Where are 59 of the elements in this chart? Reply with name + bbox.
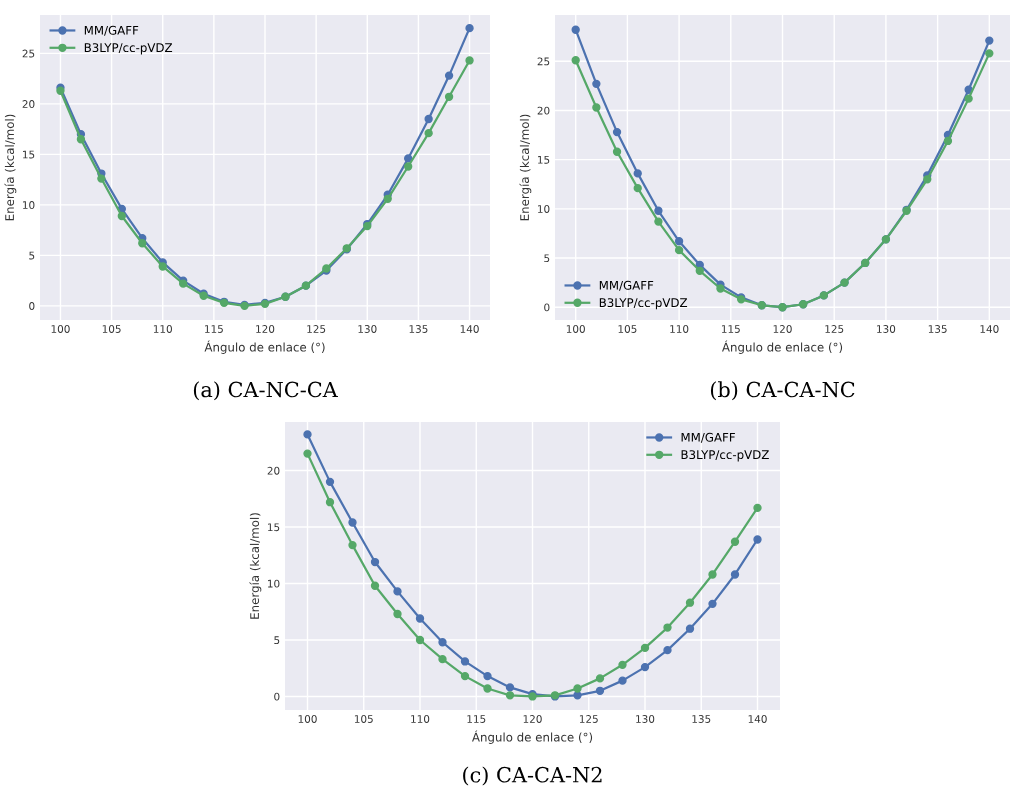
x-tick-label: 130 <box>358 325 377 333</box>
x-tick-label: 120 <box>256 325 275 333</box>
x-tick-label: 125 <box>825 325 844 333</box>
y-tick-label: 0 <box>544 303 550 312</box>
x-tick-label: 140 <box>748 715 767 723</box>
x-tick-label: 115 <box>467 715 486 723</box>
x-tick-label: 120 <box>773 325 792 333</box>
y-tick-label: 10 <box>268 579 280 588</box>
y-axis-title: Energía (kcal/mol) <box>4 114 17 221</box>
x-tick-label: 100 <box>51 325 70 333</box>
x-tick-label: 130 <box>636 715 655 723</box>
x-tick-label: 110 <box>153 325 172 333</box>
x-tick-label: 135 <box>928 325 947 333</box>
text: (a) CA-NC-CA <box>193 381 338 401</box>
y-tick-label: 20 <box>22 100 35 108</box>
y-axis-title: Energía (kcal/mol) <box>249 513 262 619</box>
legend-label: MM/GAFF <box>681 432 735 443</box>
x-axis-title: Ángulo de enlace (°) <box>722 340 843 354</box>
legend-label: MM/GAFF <box>84 25 139 36</box>
y-tick-label: 10 <box>538 205 550 213</box>
y-tick-label: 15 <box>23 150 35 159</box>
text: (b) CA-CA-NC <box>710 381 855 401</box>
y-axis-title: Energía (kcal/mol) <box>519 114 532 221</box>
x-tick-label: 100 <box>566 325 585 333</box>
x-axis-title: Ángulo de enlace (°) <box>204 340 325 354</box>
x-tick-label: 135 <box>692 715 711 723</box>
x-tick-label: 120 <box>523 715 542 723</box>
x-tick-label: 105 <box>102 325 121 333</box>
x-tick-label: 110 <box>670 325 689 333</box>
text: (c) CA-CA-N2 <box>463 766 602 786</box>
x-tick-label: 105 <box>354 715 373 723</box>
x-tick-label: 100 <box>298 715 317 723</box>
y-tick-label: 0 <box>274 692 280 701</box>
x-tick-label: 115 <box>722 325 740 333</box>
y-tick-label: 20 <box>267 466 280 475</box>
y-tick-label: 5 <box>274 636 280 645</box>
x-tick-label: 140 <box>980 325 999 333</box>
x-tick-label: 130 <box>877 325 896 333</box>
legend-label: B3LYP/cc-pVDZ <box>599 298 688 310</box>
x-tick-label: 140 <box>460 325 479 333</box>
y-tick-label: 10 <box>23 201 35 209</box>
x-tick-label: 110 <box>411 715 430 723</box>
y-tick-label: 0 <box>29 302 35 310</box>
y-tick-label: 15 <box>538 155 550 164</box>
y-tick-label: 25 <box>537 57 550 66</box>
legend-label: MM/GAFF <box>599 280 654 291</box>
x-tick-label: 135 <box>409 325 428 333</box>
legend-label: B3LYP/cc-pVDZ <box>84 43 173 55</box>
x-tick-label: 125 <box>307 325 326 333</box>
x-tick-label: 115 <box>205 325 223 333</box>
x-tick-label: 125 <box>579 715 598 723</box>
y-tick-label: 25 <box>22 49 35 58</box>
y-tick-label: 20 <box>537 106 550 115</box>
y-tick-label: 5 <box>29 251 35 260</box>
y-tick-label: 15 <box>268 523 280 532</box>
y-tick-label: 5 <box>544 254 550 263</box>
x-tick-label: 105 <box>618 325 637 333</box>
legend-label: B3LYP/cc-pVDZ <box>681 450 769 462</box>
x-axis-title: Ángulo de enlace (°) <box>472 730 593 744</box>
